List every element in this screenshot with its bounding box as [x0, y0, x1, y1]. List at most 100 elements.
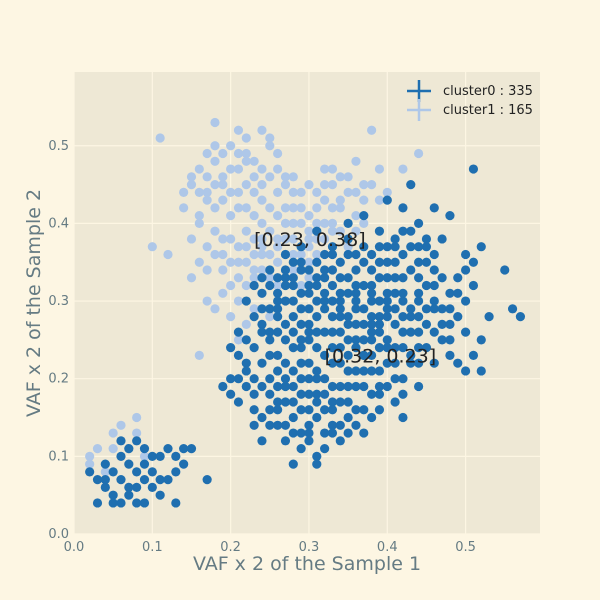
cluster0-point [304, 428, 314, 438]
cluster0-point [374, 343, 385, 353]
cluster0-point [382, 335, 392, 345]
cluster-center-annotation: [0.23, 0.38] [254, 229, 366, 251]
cluster1-point [241, 280, 251, 291]
cluster0-point [241, 366, 251, 376]
cluster0-point [132, 436, 142, 446]
cluster0-point [335, 358, 345, 368]
cluster0-point [280, 436, 291, 446]
cluster0-point [429, 265, 439, 275]
cluster0-point [414, 242, 424, 252]
cluster1-point [296, 249, 306, 260]
cluster1-point [327, 164, 338, 174]
cluster0-point [265, 280, 275, 291]
cluster1-point [202, 148, 212, 159]
cluster0-point [273, 311, 283, 322]
cluster0-point [398, 273, 408, 283]
cluster0-point [351, 420, 361, 430]
cluster0-point [92, 498, 103, 508]
cluster0-point [343, 428, 353, 438]
cluster0-point [398, 374, 408, 384]
cluster0-point [296, 428, 306, 438]
cluster0-point [296, 405, 306, 415]
cluster0-point [351, 288, 361, 298]
cluster0-point [249, 405, 259, 415]
cluster0-point [414, 381, 424, 392]
cluster0-point [367, 280, 377, 291]
cluster1-point [249, 304, 259, 314]
cluster1-point [288, 187, 298, 197]
cluster1-point [218, 288, 228, 298]
cluster0-point [468, 350, 479, 361]
cluster1-point [351, 226, 361, 236]
cluster0-point [367, 249, 377, 260]
cluster1-point [257, 179, 267, 190]
cluster0-point [312, 296, 322, 306]
cluster0-point [100, 482, 110, 493]
cluster0-point [273, 420, 283, 430]
cluster1-point [241, 133, 251, 143]
cluster0-point [320, 296, 330, 306]
cluster0-point [406, 358, 416, 368]
cluster1-point [108, 428, 118, 438]
x-tick-label: 0.3 [299, 540, 320, 555]
cluster0-point [296, 389, 306, 399]
cluster1-point [233, 187, 244, 197]
cluster0-point [186, 443, 197, 454]
cluster1-point [210, 249, 220, 260]
cluster1-point [163, 249, 173, 260]
cluster0-point [445, 350, 455, 361]
cluster0-point [265, 335, 275, 345]
cluster1-point [265, 133, 275, 143]
cluster0-point [374, 273, 385, 283]
cluster1-point [233, 203, 244, 213]
cluster0-point [280, 319, 291, 329]
cluster1-point [194, 350, 204, 361]
cluster1-point [218, 148, 228, 159]
cluster1-point [312, 203, 322, 213]
cluster1-point [257, 195, 267, 205]
cluster0-point [273, 405, 283, 415]
y-tick-label: 0.0 [48, 527, 69, 542]
cluster0-point [320, 273, 330, 283]
cluster1-point [288, 172, 298, 182]
cluster0-point [108, 498, 118, 508]
cluster0-point [327, 420, 338, 430]
cluster0-point [343, 366, 353, 376]
cluster1-point [273, 280, 283, 291]
cluster0-point [320, 374, 330, 384]
cluster1-point [218, 179, 228, 190]
cluster0-point [460, 265, 471, 275]
cluster0-point [304, 374, 314, 384]
cluster1-point [226, 164, 236, 174]
cluster1-point [320, 164, 330, 174]
cluster0-point [374, 242, 385, 252]
cluster1-point [202, 242, 212, 252]
cluster0-point [398, 343, 408, 353]
cluster0-point [312, 311, 322, 322]
cluster0-point [296, 257, 306, 267]
cluster0-point [273, 350, 283, 361]
cluster0-point [484, 311, 494, 322]
cluster1-point [249, 234, 259, 244]
cluster1-point [280, 218, 291, 229]
cluster1-point [351, 211, 361, 221]
cluster0-point [296, 304, 306, 314]
cluster0-point [312, 397, 322, 407]
cluster0-point [335, 381, 345, 392]
cluster0-point [398, 203, 408, 213]
cluster0-point [280, 280, 291, 291]
y-tick-label: 0.4 [48, 216, 69, 231]
cluster0-point [296, 265, 306, 275]
cluster1-point [273, 148, 283, 159]
cluster0-point [273, 296, 283, 306]
cluster0-point [414, 358, 424, 368]
legend-label-cluster0: cluster0 : 335 [443, 84, 533, 99]
cluster0-point [179, 443, 189, 454]
cluster1-point [194, 211, 204, 221]
cluster0-point [304, 319, 314, 329]
x-axis-ticks: 0.0 0.1 0.2 0.3 0.4 0.5 [64, 540, 476, 555]
cluster0-point [257, 381, 267, 392]
cluster0-point [421, 280, 432, 291]
cluster1-point [335, 172, 345, 182]
cluster0-point [327, 280, 338, 291]
